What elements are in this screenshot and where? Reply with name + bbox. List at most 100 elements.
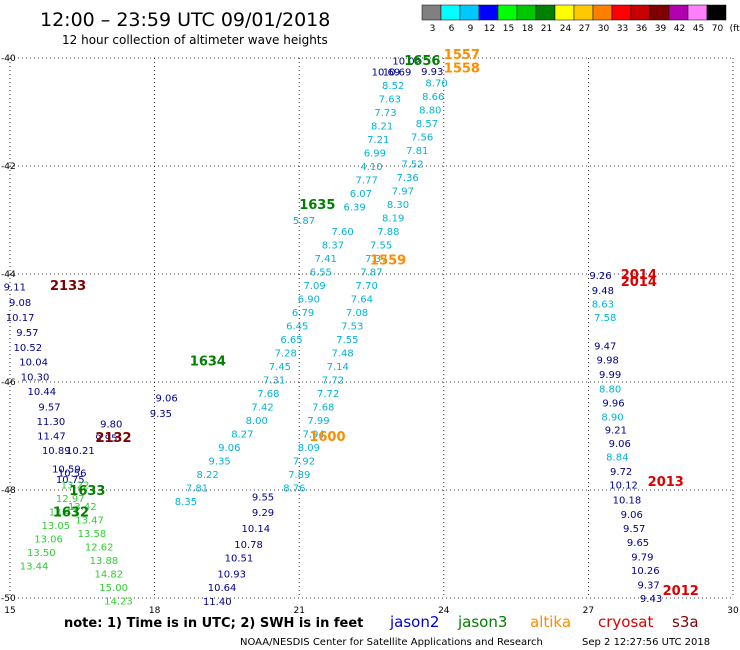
timestamp-text: Sep 2 12:27:56 UTC 2018 [582, 637, 710, 648]
chart-subtitle: 12 hour collection of altimeter wave hei… [62, 33, 328, 47]
swh-value-cyan-low: 7.28 [275, 348, 297, 359]
swh-value-jason2: 9.65 [627, 538, 649, 549]
swh-value-jason2: 9.72 [610, 467, 632, 478]
swh-value-cyan-low: 4.10 [360, 162, 382, 173]
swh-value-jason2: 9.96 [602, 399, 624, 410]
swh-value-green-low: 13.06 [34, 535, 63, 546]
swh-value-cyan-low: 8.30 [387, 200, 409, 211]
swh-value-jason2: 11.40 [203, 597, 232, 608]
swh-value-jason2: 9.55 [252, 492, 274, 503]
satellite-name-jason3: jason3 [457, 613, 507, 631]
swh-value-cyan-low: 7.14 [327, 362, 349, 373]
y-tick-label: -50 [1, 594, 16, 604]
x-tick-label: 24 [438, 606, 450, 616]
satellite-name-altika: altika [530, 613, 571, 631]
scale-swatch [611, 4, 632, 21]
swh-value-jason2: 9.29 [252, 508, 274, 519]
swh-value-jason2: 9.35 [150, 409, 172, 420]
scale-label: 42 [674, 24, 685, 34]
swh-value-cyan-low: 7.64 [351, 294, 373, 305]
satellite-legend: jason2 jason3 altika cryosat s3a [389, 613, 699, 631]
swh-value-cyan-low: 6.39 [343, 203, 365, 214]
swh-value-cyan-low: 7.21 [367, 135, 389, 146]
scale-label: 21 [541, 24, 552, 34]
plot-area: 15 18 21 24 27 30 -40 -42 -44 -46 -48 -50 10.0210.69… [1, 48, 739, 616]
swh-value-jason2: 10.89 [42, 446, 71, 457]
pass-time-label: 1557 [444, 48, 480, 63]
swh-value-cyan-low: 7.81 [406, 146, 428, 157]
swh-value-cyan-low: 7.87 [360, 267, 382, 278]
swh-value-cyan-low: 8.37 [322, 240, 344, 251]
swh-value-jason2: 9.48 [592, 286, 614, 297]
swh-value-cyan-low: 7.73 [374, 108, 396, 119]
swh-value-jason2: 9.06 [156, 394, 178, 405]
y-tick-label: -44 [1, 270, 16, 280]
satellite-name-cryosat: cryosat [598, 613, 653, 631]
swh-value-cyan-low: 7.68 [257, 389, 279, 400]
swh-value-cyan-low: 8.27 [231, 429, 253, 440]
swh-value-cyan-low: 7.70 [356, 281, 378, 292]
swh-value-cyan-low: 7.99 [307, 416, 329, 427]
scale-swatch [516, 4, 537, 21]
swh-value-green-low: 13.43 [49, 508, 78, 519]
scale-swatch [554, 4, 575, 21]
swh-value-jason2: 9.79 [631, 552, 653, 563]
swh-value-cyan-low: 7.89 [288, 470, 310, 481]
swh-value-jason2: 9.11 [4, 282, 26, 293]
swh-value-cyan-low: 7.48 [331, 348, 353, 359]
swh-value-cyan-low: 8.21 [371, 122, 393, 133]
swh-value-cyan-low: 8.57 [416, 119, 438, 130]
pass-time-label: 1634 [190, 354, 226, 369]
pass-time-label: 1633 [69, 484, 105, 499]
swh-value-jason2: 10.93 [217, 570, 246, 581]
swh-value-jason2: 11.47 [37, 431, 66, 442]
scale-swatch [649, 4, 670, 21]
pass-time-label: 2133 [50, 279, 86, 294]
pass-time-label: 2132 [95, 431, 131, 446]
swh-value-jason2: 9.80 [100, 420, 122, 431]
scale-label: 45 [693, 24, 704, 34]
swh-value-green-low: 14.23 [104, 597, 133, 608]
swh-value-cyan-low: 7.31 [263, 375, 285, 386]
swh-value-cyan-low: 6.90 [298, 294, 320, 305]
swh-value-jason2: 10.64 [208, 583, 237, 594]
swh-value-cyan-low: 7.63 [379, 95, 401, 106]
swh-value-cyan-low: 7.36 [397, 173, 419, 184]
swh-value-cyan-low: 6.55 [310, 267, 332, 278]
swh-value-jason2: 9.93 [421, 67, 443, 78]
swh-value-jason2: 10.69 [383, 68, 412, 79]
scale-label: (ft) [730, 24, 740, 34]
swh-value-cyan-low: 8.80 [599, 384, 621, 395]
satellite-name-jason2: jason2 [389, 613, 439, 631]
swh-value-cyan-low: 5.87 [293, 216, 315, 227]
swh-value-jason2: 10.12 [609, 481, 638, 492]
x-tick-label: 18 [149, 606, 161, 616]
swh-value-cyan-low: 7.42 [251, 402, 273, 413]
swh-value-jason2: 11.30 [37, 417, 66, 428]
swh-value-jason2: 9.43 [640, 594, 662, 605]
swh-value-jason2: 10.18 [613, 496, 642, 507]
swh-value-jason2: 10.04 [19, 357, 48, 368]
swh-value-green-low: 13.50 [27, 548, 56, 559]
swh-value-cyan-low: 9.35 [209, 456, 231, 467]
scale-swatch [535, 4, 556, 21]
swh-value-cyan-low: 7.68 [312, 402, 334, 413]
swh-value-cyan-low: 8.76 [283, 483, 305, 494]
swh-value-jason2: 9.98 [597, 355, 619, 366]
swh-value-cyan-low: 8.52 [382, 81, 404, 92]
swh-value-cyan-low: 6.65 [280, 335, 302, 346]
y-tick-label: -42 [1, 162, 16, 172]
x-tick-label: 15 [4, 606, 15, 616]
y-tick-label: -40 [1, 54, 16, 64]
pass-time-label: 2012 [663, 584, 699, 599]
scale-label: 27 [579, 24, 590, 34]
scale-label: 70 [712, 24, 724, 34]
scale-label: 6 [449, 24, 455, 34]
swh-value-jason2: 10.02 [392, 57, 421, 68]
swh-value-jason2: 10.78 [234, 540, 263, 551]
scale-swatch [421, 4, 442, 21]
pass-time-label: 1559 [370, 253, 406, 268]
swh-value-cyan-low: 7.81 [186, 483, 208, 494]
pass-time-label: 1558 [444, 62, 480, 77]
